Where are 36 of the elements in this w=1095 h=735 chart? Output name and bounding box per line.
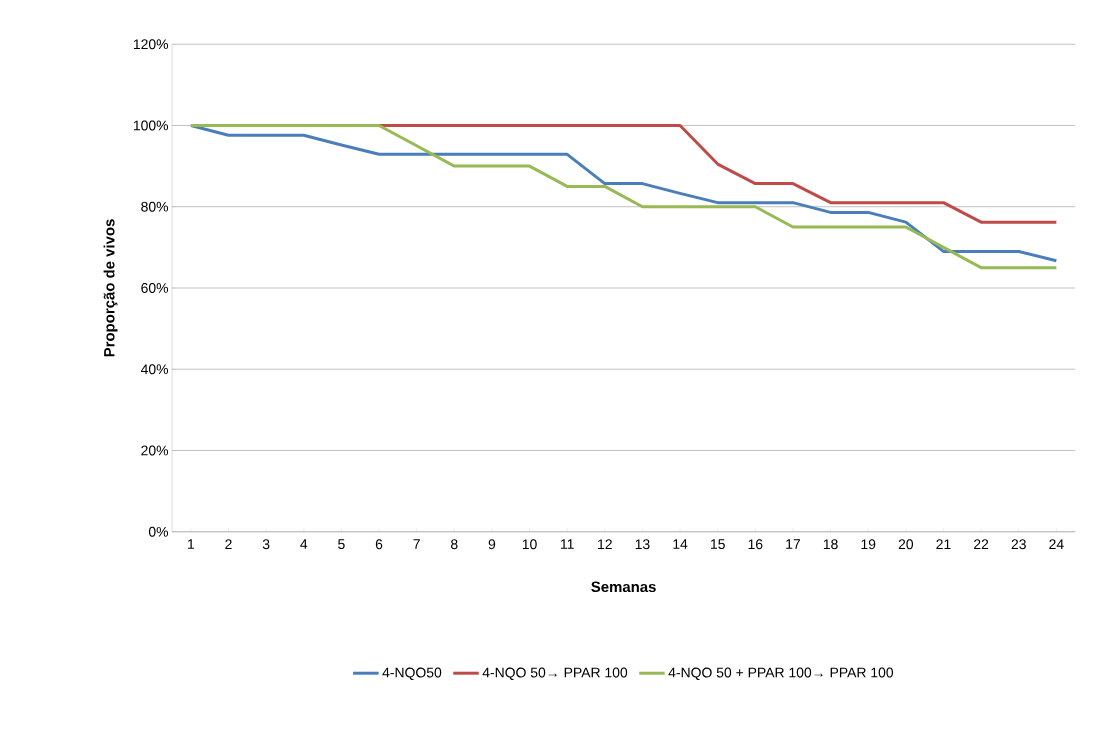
x-tick-label: 22 [974,539,989,550]
y-tick-label: 40% [140,364,169,375]
x-tick-label: 19 [861,539,876,550]
x-tick-label: 10 [522,539,537,550]
x-tick-label: 9 [488,539,496,550]
x-tick-label: 8 [451,539,458,550]
legend-label: 4-NQO 50→ PPAR 100 [482,667,628,681]
x-tick-label: 14 [673,539,688,550]
x-tick-label: 20 [898,539,914,550]
x-tick-label: 13 [635,539,650,550]
x-tick-label: 12 [598,539,612,550]
x-tick-label: 5 [338,539,345,550]
x-tick-label: 2 [225,539,232,550]
x-tick-label: 11 [560,539,574,550]
x-tick-label: 7 [413,539,420,550]
x-tick-label: 6 [375,539,383,550]
x-tick-label: 4 [300,539,308,550]
y-tick-label: 60% [141,283,169,294]
y-tick-label: 80% [141,201,169,212]
x-axis-title: Semanas [591,581,656,593]
y-axis-title: Proporção de vivos [103,219,118,357]
x-tick-label: 15 [710,539,725,550]
x-tick-label: 1 [188,539,195,550]
y-tick-label: 120% [133,39,169,50]
x-tick-label: 23 [1011,539,1026,550]
x-tick-label: 18 [823,539,838,550]
x-tick-label: 3 [262,539,270,550]
x-tick-label: 17 [786,539,801,550]
legend-label: 4-NQO50 [382,667,442,681]
x-tick-label: 21 [936,539,951,550]
y-tick-label: 20% [141,445,169,456]
legend-label: 4-NQO 50 + PPAR 100→ PPAR 100 [668,667,894,681]
x-tick-label: 16 [748,539,763,550]
y-tick-label: 100% [133,120,169,131]
x-tick-label: 24 [1049,539,1064,550]
y-tick-label: 0% [148,526,169,537]
